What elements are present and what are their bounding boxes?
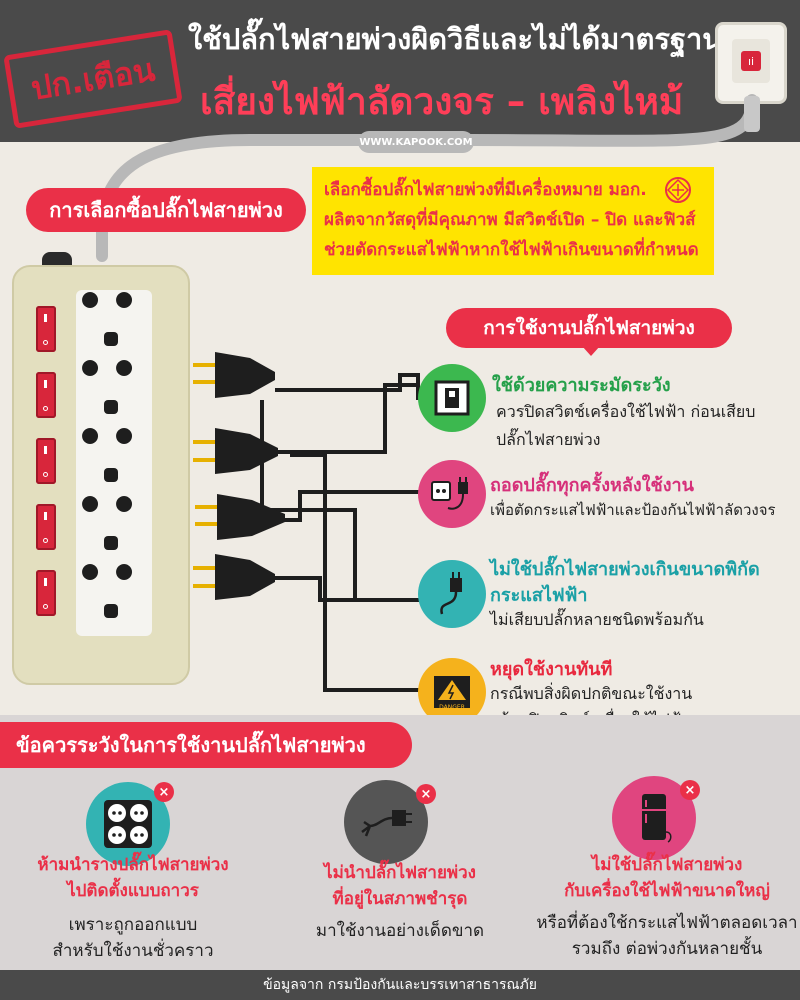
page-subtitle: เสี่ยงไฟฟ้าลัดวงจร – เพลิงไหม้ <box>200 80 684 123</box>
usage-title-pointer <box>582 346 600 356</box>
usage-title: การใช้งานปลั๊กไฟสายพ่วง <box>446 308 732 348</box>
danger-icon-label: DANGER <box>439 704 465 711</box>
usage-item-3-title: ไม่ใช้ปลั๊กไฟสายพ่วงเกินขนาดพิกัด <box>490 559 760 580</box>
outlet-panel <box>76 290 152 636</box>
buying-info-box: เลือกซื้อปลั๊กไฟสายพ่วงที่มีเครื่องหมาย … <box>312 167 714 275</box>
plug-icon-2 <box>193 428 278 474</box>
warning-2-title: ไม่นำปลั๊กไฟสายพ่วง <box>324 863 476 883</box>
buying-line: ผลิตจากวัสดุที่มีคุณภาพ มีสวิตช์เปิด – ป… <box>324 210 696 230</box>
usage-item-3-icon-circle <box>418 560 486 628</box>
usage-item-1-text: ควรปิดสวิตช์เครื่องใช้ไฟฟ้า ก่อนเสียบ <box>496 402 756 421</box>
prohibited-x-icon: × <box>154 782 174 802</box>
usage-item-4-text: กรณีพบสิ่งผิดปกติขณะใช้งาน <box>490 684 693 703</box>
usage-item-3-text: ไม่เสียบปลั๊กหลายชนิดพร้อมกัน <box>490 610 704 629</box>
warning-3-title: กับเครื่องใช้ไฟฟ้าขนาดใหญ่ <box>564 881 770 901</box>
prohibited-x-icon: × <box>680 780 700 800</box>
usage-item-4-icon-circle <box>418 658 486 726</box>
plug-icon-4 <box>193 554 275 600</box>
switch-icon <box>434 380 470 416</box>
strip-switch-1 <box>36 306 56 352</box>
header-banner <box>0 0 800 142</box>
usage-item-2-icon-circle <box>418 460 486 528</box>
usage-item-3-title-line2: กระแสไฟฟ้า <box>490 585 588 606</box>
warning-3-text: หรือที่ต้องใช้กระแสไฟฟ้าตลอดเวลา <box>536 913 798 933</box>
outlet-sockets-icon <box>82 292 133 618</box>
warning-1-text: สำหรับใช้งานชั่วคราว <box>52 941 214 961</box>
prohibited-x-icon: × <box>416 784 436 804</box>
source-footer: ข้อมูลจาก กรมป้องกันและบรรเทาสาธารณภัย <box>0 970 800 1000</box>
tis-standard-mark-icon <box>665 177 691 203</box>
buying-line: เลือกซื้อปลั๊กไฟสายพ่วงที่มีเครื่องหมาย … <box>324 180 647 200</box>
website-label: WWW.KAPOOK.COM <box>358 131 474 153</box>
warning-2-text: มาใช้งานอย่างเด็ดขาด <box>315 921 485 941</box>
strip-switch-2 <box>36 372 56 418</box>
page-title: ใช้ปลั๊กไฟสายพ่วงผิดวิธีและไม่ได้มาตรฐาน <box>188 22 723 56</box>
plug-icon-3 <box>195 494 285 540</box>
usage-item-1-icon-circle <box>418 364 486 432</box>
warning-1-text: เพราะถูกออกแบบ <box>68 915 198 935</box>
buying-line: ช่วยตัดกระแสไฟฟ้าหากใช้ไฟฟ้าเกินขนาดที่ก… <box>324 240 699 260</box>
warning-1-title: ห้ามนำรางปลั๊กไฟสายพ่วง <box>37 855 229 875</box>
warning-1-title: ไปติดตั้งแบบถาวร <box>67 881 199 901</box>
strip-switch-5 <box>36 570 56 616</box>
warning-3-title: ไม่ใช้ปลั๊กไฟสายพ่วง <box>591 855 743 875</box>
usage-item-2-text: เพื่อตัดกระแสไฟฟ้าและป้องกันไฟฟ้าลัดวงจร <box>490 501 776 519</box>
warnings-title: ข้อควรระวังในการใช้งานปลั๊กไฟสายพ่วง <box>0 722 412 768</box>
unplug-icon <box>431 477 468 510</box>
plug-icon <box>440 572 462 615</box>
strip-switch-4 <box>36 504 56 550</box>
usage-item-2-title: ถอดปลั๊กทุกครั้งหลังใช้งาน <box>490 475 694 496</box>
strip-switch-3 <box>36 438 56 484</box>
usage-item-4-title: หยุดใช้งานทันที <box>490 659 613 680</box>
plug-icon-1 <box>193 352 275 398</box>
main-plug-icon <box>744 96 760 132</box>
warning-2-title: ที่อยู่ในสภาพชำรุด <box>332 889 468 909</box>
danger-icon <box>434 676 470 708</box>
warning-3-text: รวมถึง ต่อพ่วงกันหลายชั้น <box>571 939 763 959</box>
refrigerator-icon <box>642 794 672 843</box>
outlet-panel-icon <box>104 800 152 848</box>
warning-2-icon-circle <box>344 780 428 864</box>
buying-title: การเลือกซื้อปลั๊กไฟสายพ่วง <box>26 188 306 232</box>
broken-plug-icon <box>361 810 412 837</box>
usage-item-1-title: ใช้ด้วยความระมัดระวัง <box>492 375 671 396</box>
usage-item-1-text: ปลั๊กไฟสายพ่วง <box>496 430 601 449</box>
